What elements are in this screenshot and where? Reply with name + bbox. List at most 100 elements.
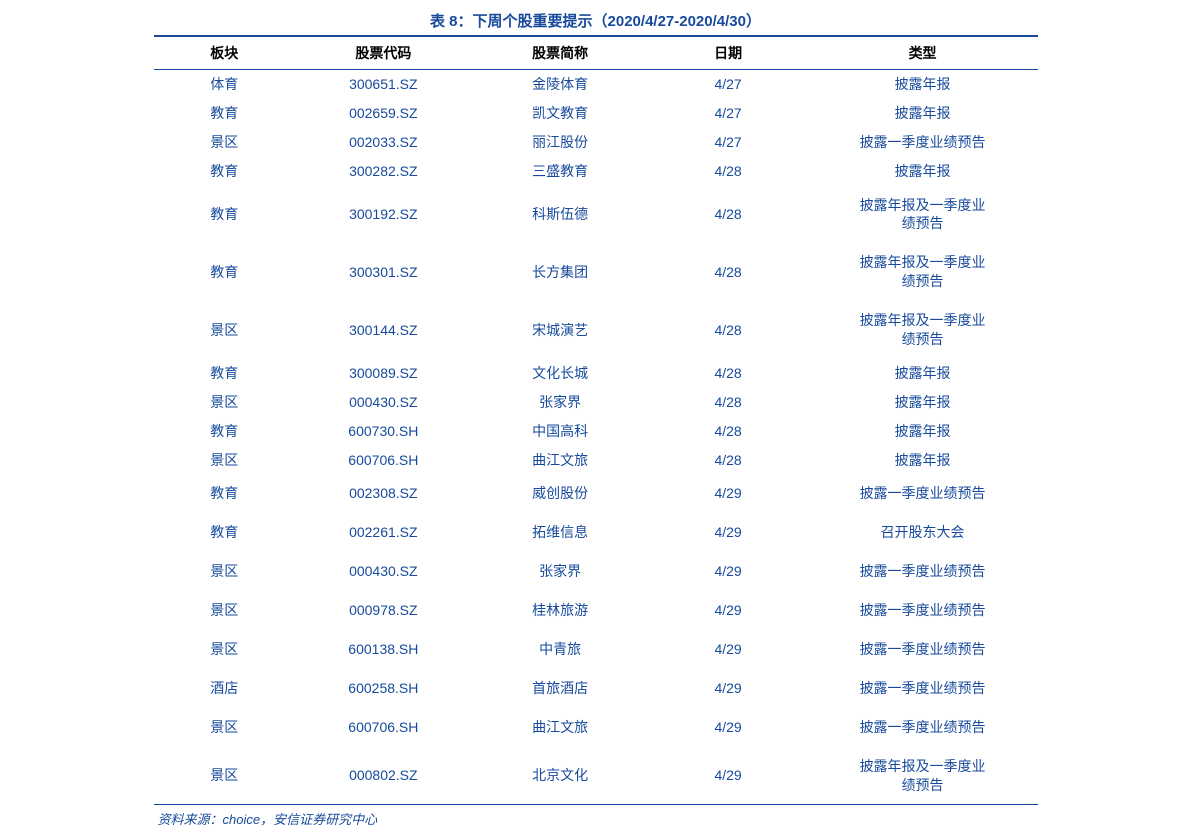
cell-date: 4/27 (649, 70, 808, 99)
cell-date: 4/28 (649, 446, 808, 475)
cell-type: 披露年报 (808, 99, 1038, 128)
cell-code: 000430.SZ (295, 552, 472, 591)
table-row: 景区000430.SZ张家界4/29披露一季度业绩预告 (154, 552, 1038, 591)
cell-name: 丽江股份 (472, 128, 649, 157)
cell-type: 披露年报 (808, 446, 1038, 475)
header-row: 板块 股票代码 股票简称 日期 类型 (154, 36, 1038, 70)
col-date: 日期 (649, 36, 808, 70)
cell-sector: 景区 (154, 552, 295, 591)
cell-code: 300651.SZ (295, 70, 472, 99)
cell-type: 披露年报及一季度业绩预告 (808, 243, 1038, 301)
cell-sector: 体育 (154, 70, 295, 99)
cell-code: 600706.SH (295, 446, 472, 475)
table-row: 酒店600258.SH首旅酒店4/29披露一季度业绩预告 (154, 669, 1038, 708)
cell-sector: 景区 (154, 591, 295, 630)
cell-date: 4/28 (649, 186, 808, 244)
table-row: 教育300089.SZ文化长城4/28披露年报 (154, 359, 1038, 388)
table-row: 教育300301.SZ长方集团4/28披露年报及一季度业绩预告 (154, 243, 1038, 301)
cell-type: 披露年报及一季度业绩预告 (808, 301, 1038, 359)
table-row: 教育002261.SZ拓维信息4/29召开股东大会 (154, 513, 1038, 552)
cell-date: 4/29 (649, 747, 808, 805)
cell-code: 300301.SZ (295, 243, 472, 301)
table-row: 教育002659.SZ凯文教育4/27披露年报 (154, 99, 1038, 128)
cell-sector: 教育 (154, 243, 295, 301)
cell-code: 002308.SZ (295, 474, 472, 513)
cell-code: 600706.SH (295, 708, 472, 747)
cell-type: 披露年报 (808, 157, 1038, 186)
cell-name: 凯文教育 (472, 99, 649, 128)
cell-code: 300282.SZ (295, 157, 472, 186)
cell-sector: 景区 (154, 747, 295, 805)
cell-type: 披露一季度业绩预告 (808, 630, 1038, 669)
cell-type: 披露一季度业绩预告 (808, 669, 1038, 708)
col-code: 股票代码 (295, 36, 472, 70)
col-sector: 板块 (154, 36, 295, 70)
cell-name: 首旅酒店 (472, 669, 649, 708)
cell-name: 桂林旅游 (472, 591, 649, 630)
table-row: 景区600138.SH中青旅4/29披露一季度业绩预告 (154, 630, 1038, 669)
table-row: 教育002308.SZ威创股份4/29披露一季度业绩预告 (154, 474, 1038, 513)
cell-date: 4/28 (649, 301, 808, 359)
cell-sector: 教育 (154, 157, 295, 186)
table-title: 表 8：下周个股重要提示（2020/4/27-2020/4/30） (154, 10, 1038, 31)
cell-date: 4/28 (649, 417, 808, 446)
cell-date: 4/29 (649, 591, 808, 630)
cell-sector: 教育 (154, 99, 295, 128)
cell-date: 4/28 (649, 359, 808, 388)
cell-type: 披露年报 (808, 388, 1038, 417)
cell-type: 披露年报及一季度业绩预告 (808, 747, 1038, 805)
cell-type: 披露一季度业绩预告 (808, 128, 1038, 157)
cell-code: 600258.SH (295, 669, 472, 708)
cell-type: 披露年报 (808, 417, 1038, 446)
cell-sector: 教育 (154, 186, 295, 244)
cell-date: 4/29 (649, 669, 808, 708)
cell-code: 002261.SZ (295, 513, 472, 552)
cell-name: 威创股份 (472, 474, 649, 513)
cell-type: 披露一季度业绩预告 (808, 708, 1038, 747)
table-row: 景区000430.SZ张家界4/28披露年报 (154, 388, 1038, 417)
table-row: 教育300192.SZ科斯伍德4/28披露年报及一季度业绩预告 (154, 186, 1038, 244)
table-row: 景区002033.SZ丽江股份4/27披露一季度业绩预告 (154, 128, 1038, 157)
cell-date: 4/28 (649, 243, 808, 301)
cell-name: 拓维信息 (472, 513, 649, 552)
table-row: 景区600706.SH曲江文旅4/28披露年报 (154, 446, 1038, 475)
table-container: 表 8：下周个股重要提示（2020/4/27-2020/4/30） 板块 股票代… (154, 10, 1038, 828)
cell-name: 北京文化 (472, 747, 649, 805)
cell-name: 科斯伍德 (472, 186, 649, 244)
cell-type: 披露年报 (808, 359, 1038, 388)
cell-name: 宋城演艺 (472, 301, 649, 359)
cell-date: 4/29 (649, 630, 808, 669)
cell-type: 披露年报及一季度业绩预告 (808, 186, 1038, 244)
cell-type: 披露一季度业绩预告 (808, 591, 1038, 630)
cell-code: 000430.SZ (295, 388, 472, 417)
cell-sector: 景区 (154, 128, 295, 157)
cell-type: 披露一季度业绩预告 (808, 552, 1038, 591)
cell-name: 长方集团 (472, 243, 649, 301)
col-name: 股票简称 (472, 36, 649, 70)
cell-type: 召开股东大会 (808, 513, 1038, 552)
col-type: 类型 (808, 36, 1038, 70)
cell-sector: 教育 (154, 359, 295, 388)
cell-code: 300089.SZ (295, 359, 472, 388)
cell-type: 披露年报 (808, 70, 1038, 99)
cell-type: 披露一季度业绩预告 (808, 474, 1038, 513)
cell-date: 4/27 (649, 128, 808, 157)
source-note: 资料来源：choice，安信证券研究中心 (154, 809, 1038, 828)
cell-date: 4/28 (649, 157, 808, 186)
cell-sector: 景区 (154, 301, 295, 359)
cell-name: 中国高科 (472, 417, 649, 446)
table-row: 体育300651.SZ金陵体育4/27披露年报 (154, 70, 1038, 99)
cell-date: 4/29 (649, 474, 808, 513)
cell-name: 金陵体育 (472, 70, 649, 99)
cell-code: 300144.SZ (295, 301, 472, 359)
cell-sector: 教育 (154, 417, 295, 446)
table-row: 景区600706.SH曲江文旅4/29披露一季度业绩预告 (154, 708, 1038, 747)
cell-date: 4/29 (649, 513, 808, 552)
cell-name: 曲江文旅 (472, 708, 649, 747)
table-row: 景区300144.SZ宋城演艺4/28披露年报及一季度业绩预告 (154, 301, 1038, 359)
cell-code: 000802.SZ (295, 747, 472, 805)
cell-date: 4/29 (649, 552, 808, 591)
table-row: 景区000978.SZ桂林旅游4/29披露一季度业绩预告 (154, 591, 1038, 630)
cell-sector: 景区 (154, 388, 295, 417)
cell-name: 张家界 (472, 552, 649, 591)
